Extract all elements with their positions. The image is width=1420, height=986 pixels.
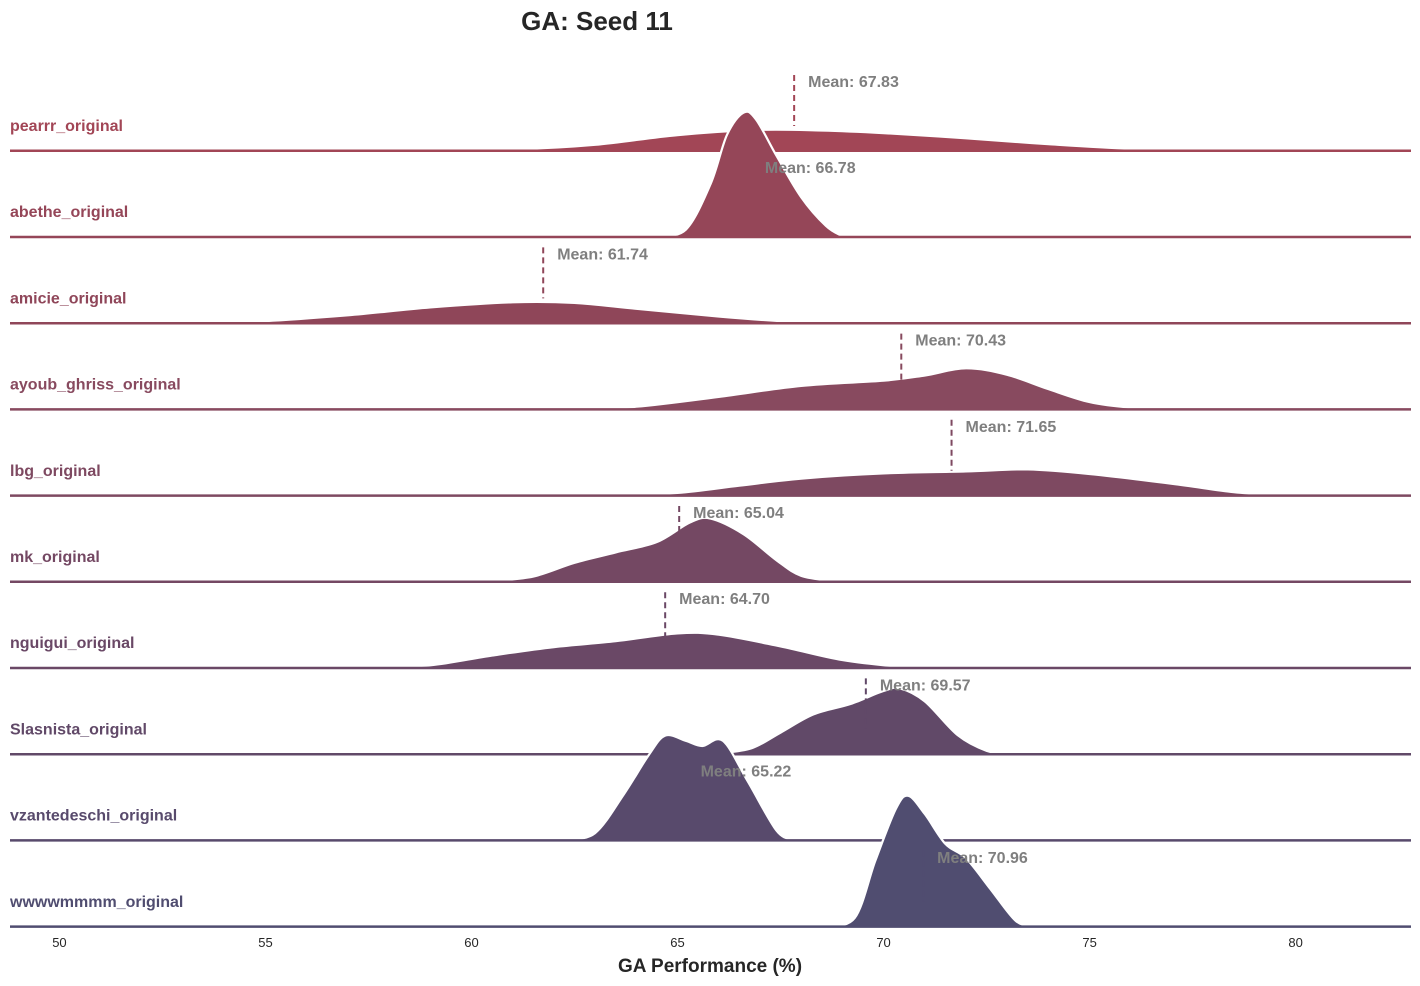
ridge-row: Mean: 65.04 mk_original bbox=[10, 505, 1411, 584]
mean-label: Mean: 71.65 bbox=[966, 419, 1057, 436]
x-axis: 50 55 60 65 70 75 80 bbox=[52, 935, 1303, 950]
mean-label: Mean: 69.57 bbox=[880, 677, 971, 694]
density-fill bbox=[10, 735, 1411, 842]
density-fill bbox=[10, 301, 1411, 324]
ridge-row: Mean: 66.78 abethe_original bbox=[10, 110, 1411, 239]
density-fill bbox=[10, 368, 1411, 411]
density-outline bbox=[491, 516, 835, 583]
ridge-row: Mean: 71.65 lbg_original bbox=[10, 419, 1411, 497]
x-tick-label: 75 bbox=[1082, 935, 1096, 950]
density-outline bbox=[368, 631, 925, 669]
density-fill bbox=[10, 111, 1411, 238]
mean-label: Mean: 65.04 bbox=[693, 505, 784, 522]
density-outline bbox=[718, 686, 1008, 755]
density-outline bbox=[825, 794, 1033, 927]
ridge-row: Mean: 61.74 amicie_original bbox=[10, 246, 1411, 325]
x-tick-label: 70 bbox=[876, 935, 890, 950]
mean-label: Mean: 64.70 bbox=[679, 591, 770, 608]
mean-label: Mean: 67.83 bbox=[808, 74, 899, 91]
mean-label: Mean: 65.22 bbox=[701, 764, 792, 781]
mean-label: Mean: 70.43 bbox=[915, 333, 1006, 350]
density-fill bbox=[10, 517, 1411, 583]
ridge-row: Mean: 70.43 ayoub_ghriss_original bbox=[10, 333, 1411, 411]
ridge-row: Mean: 67.83 pearrr_original bbox=[10, 74, 1411, 153]
series-label: mk_original bbox=[10, 549, 100, 566]
density-outline bbox=[566, 733, 794, 841]
density-outline bbox=[203, 300, 822, 324]
density-fill bbox=[10, 469, 1411, 497]
density-outline bbox=[656, 110, 843, 238]
x-tick-label: 80 bbox=[1288, 935, 1302, 950]
density-outline bbox=[574, 367, 1173, 410]
x-tick-label: 60 bbox=[464, 935, 478, 950]
mean-label: Mean: 61.74 bbox=[557, 246, 648, 263]
density-outline bbox=[409, 128, 1214, 152]
x-tick-label: 65 bbox=[670, 935, 684, 950]
x-tick-label: 50 bbox=[52, 935, 66, 950]
series-label: amicie_original bbox=[10, 290, 127, 307]
density-fill bbox=[10, 632, 1411, 669]
series-label: lbg_original bbox=[10, 463, 101, 480]
series-label: pearrr_original bbox=[10, 118, 123, 135]
ridge-row: Mean: 64.70 nguigui_original bbox=[10, 591, 1411, 670]
series-label: ayoub_ghriss_original bbox=[10, 377, 181, 394]
density-outline bbox=[615, 468, 1276, 496]
x-axis-label: GA Performance (%) bbox=[618, 956, 802, 977]
chart-title: GA: Seed 11 bbox=[521, 6, 673, 36]
series-label: wwwwmmmm_original bbox=[9, 894, 183, 911]
ridge-row: Mean: 65.22 vzantedeschi_original bbox=[10, 733, 1411, 842]
ridge-row: Mean: 70.96 wwwwmmmm_original bbox=[9, 794, 1411, 928]
ridge-rows: Mean: 67.83 pearrr_original Mean: 66.78 abe… bbox=[9, 74, 1411, 928]
mean-label: Mean: 70.96 bbox=[937, 850, 1028, 867]
series-label: abethe_original bbox=[10, 204, 128, 221]
x-tick-label: 55 bbox=[258, 935, 272, 950]
ridge-row: Mean: 69.57 Slasnista_original bbox=[10, 677, 1411, 756]
mean-label: Mean: 66.78 bbox=[765, 160, 856, 177]
series-label: Slasnista_original bbox=[10, 721, 147, 738]
series-label: nguigui_original bbox=[10, 635, 134, 652]
series-label: vzantedeschi_original bbox=[10, 808, 177, 825]
